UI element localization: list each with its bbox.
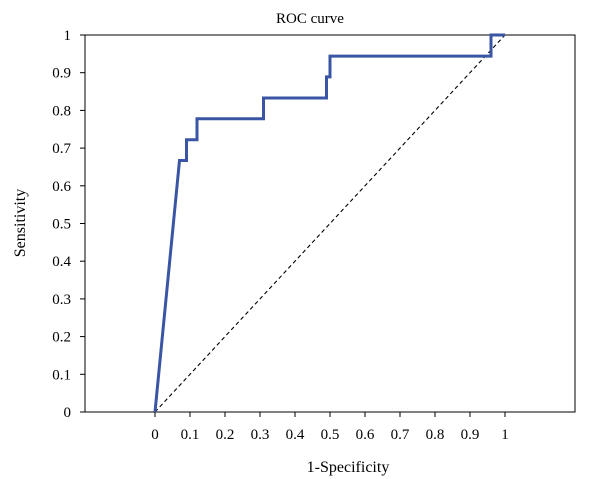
y-tick-label: 0.9: [52, 66, 71, 82]
chart-title: ROC curve: [276, 11, 344, 27]
x-tick-label: 0.4: [286, 427, 305, 443]
x-tick-label: 0.3: [251, 427, 270, 443]
roc-curve-line: [153, 33, 505, 413]
y-tick-label: 0.7: [52, 141, 71, 157]
x-tick-label: 0.8: [426, 427, 445, 443]
y-axis-ticks: 0 0.1 0.2 0.3 0.4 0.5 0.6 0.7 0.8 0.9 1: [52, 28, 85, 421]
reference-diagonal-line: [154, 34, 506, 413]
x-axis-ticks: 0 0.1 0.2 0.3 0.4 0.5 0.6 0.7 0.8 0.9 1: [151, 412, 509, 443]
y-tick-label: 1: [64, 28, 72, 44]
x-tick-label: 0.1: [181, 427, 200, 443]
x-tick-label: 0: [151, 427, 159, 443]
y-tick-label: 0.3: [52, 292, 71, 308]
y-tick-label: 0.6: [52, 179, 71, 195]
x-tick-label: 0.2: [216, 427, 235, 443]
plot-area-frame: [84, 34, 576, 413]
y-tick-label: 0.2: [52, 330, 71, 346]
y-tick-label: 0.1: [52, 367, 71, 383]
y-tick-label: 0.4: [52, 254, 71, 270]
x-tick-label: 1: [501, 427, 509, 443]
x-axis-title: 1-Specificity: [307, 459, 390, 476]
x-tick-label: 0.9: [461, 427, 480, 443]
series-layer: [153, 33, 506, 413]
y-axis-title: Sensitivity: [12, 189, 29, 257]
x-tick-label: 0.5: [321, 427, 340, 443]
x-tick-label: 0.6: [356, 427, 375, 443]
x-tick-label: 0.7: [391, 427, 410, 443]
y-tick-label: 0.5: [52, 217, 71, 233]
y-tick-label: 0.8: [52, 103, 71, 119]
y-tick-label: 0: [64, 405, 72, 421]
